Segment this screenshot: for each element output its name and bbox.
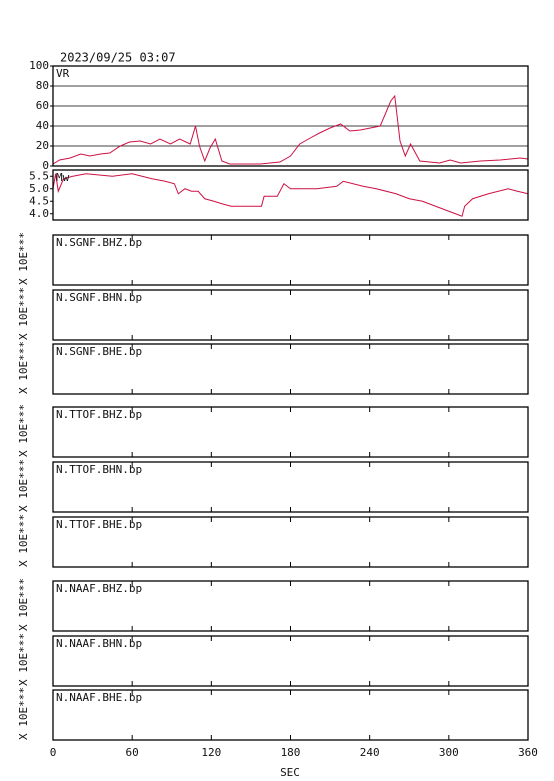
y-tick-label: 100 [29,59,49,72]
x-axis-label: SEC [280,766,300,779]
y-tick-label: 40 [36,119,49,132]
trace-scale: X 10E*** [17,341,30,394]
series-line [52,94,529,165]
trace-label: N.NAAF.BHZ.bp [56,582,142,595]
trace-label: N.SGNF.BHZ.bp [56,236,142,249]
x-tick-label: 120 [201,746,221,759]
y-tick-label: 5.5 [29,169,49,182]
y-tick-label: 60 [36,99,49,112]
trace-scale: X 10E*** [17,633,30,686]
x-tick-label: 0 [50,746,57,759]
x-tick-label: 60 [126,746,139,759]
trace-label: N.SGNF.BHE.bp [56,345,142,358]
trace-label: N.NAAF.BHN.bp [56,637,142,650]
trace-scale: X 10E*** [17,232,30,285]
trace-label: N.TTOF.BHN.bp [56,463,142,476]
y-tick-label: 80 [36,79,49,92]
panel-label: VR [56,67,70,80]
trace-scale: X 10E*** [17,687,30,740]
panel-frame [52,169,529,221]
trace-label: N.SGNF.BHN.bp [56,291,142,304]
panel-frame [52,65,529,167]
y-tick-label: 4.5 [29,194,49,207]
series-line [52,173,529,217]
y-tick-label: 5.0 [29,182,49,195]
trace-label: N.TTOF.BHE.bp [56,518,142,531]
trace-scale: X 10E*** [17,514,30,567]
trace-scale: X 10E*** [17,459,30,512]
trace-scale: X 10E*** [17,404,30,457]
x-tick-label: 240 [360,746,380,759]
x-tick-label: 180 [281,746,301,759]
trace-label: N.TTOF.BHZ.bp [56,408,142,421]
y-tick-label: 4.0 [29,207,49,220]
chart-title: 2023/09/25 03:07 [60,51,176,65]
x-tick-label: 360 [518,746,538,759]
trace-scale: X 10E*** [17,287,30,340]
trace-label: N.NAAF.BHE.bp [56,691,142,704]
trace-scale: X 10E*** [17,578,30,631]
panel-label: Mw [56,171,70,184]
y-tick-label: 20 [36,139,49,152]
x-tick-label: 300 [439,746,459,759]
y-tick-label: 0 [42,159,49,172]
